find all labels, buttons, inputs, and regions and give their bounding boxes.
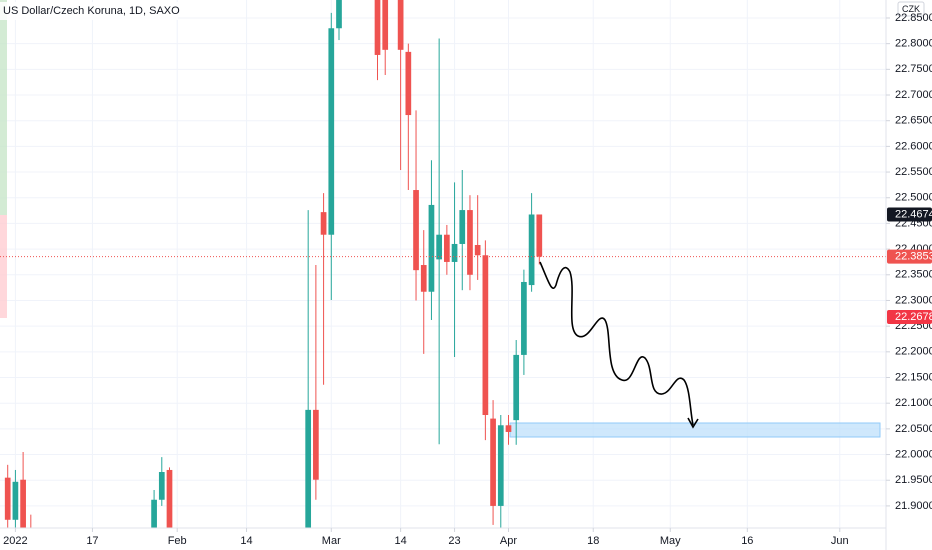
x-tick-label: 17 xyxy=(86,535,98,547)
candle-body xyxy=(451,243,458,262)
y-tick-label: 22.7000 xyxy=(895,89,932,101)
y-tick-label: 22.0500 xyxy=(895,423,932,435)
y-tick-label: 22.0000 xyxy=(895,448,932,460)
candle-body xyxy=(467,210,473,275)
price-marker-label: 22.3853 xyxy=(895,251,932,263)
y-tick-label: 22.8500 xyxy=(895,12,932,24)
y-tick-label: 22.5000 xyxy=(895,192,932,204)
candle-body xyxy=(313,409,319,480)
y-tick-label: 22.5500 xyxy=(895,166,932,178)
candle-body xyxy=(536,214,543,257)
plot xyxy=(0,0,886,528)
x-tick-label: 2022 xyxy=(3,535,27,547)
candle-body xyxy=(459,210,466,244)
y-tick-label: 22.6500 xyxy=(895,115,932,127)
candle-body xyxy=(336,0,342,29)
x-tick-label: Jun xyxy=(831,535,849,547)
range-shade-up xyxy=(0,0,7,215)
candle-body xyxy=(374,0,381,55)
y-tick-label: 22.8000 xyxy=(895,38,932,50)
y-tick-label: 22.3000 xyxy=(895,294,932,306)
candle-body xyxy=(4,477,11,520)
candle-body xyxy=(528,214,535,286)
y-tick-label: 21.9000 xyxy=(895,500,932,512)
currency-box xyxy=(897,1,925,17)
range-shade-down xyxy=(0,215,7,318)
x-tick-label: 14 xyxy=(240,535,252,547)
candle-body xyxy=(320,212,327,235)
candle-body xyxy=(497,425,504,506)
x-tick-label: Feb xyxy=(168,535,187,547)
title-bg xyxy=(0,2,178,20)
currency-label: CZK xyxy=(902,4,920,14)
candle-body xyxy=(428,204,435,292)
candle-body xyxy=(505,425,512,432)
candle-body xyxy=(397,0,404,50)
candle-body xyxy=(382,0,389,50)
y-tick-label: 22.3500 xyxy=(895,269,932,281)
candle-body xyxy=(490,418,496,506)
y-tick-label: 22.6000 xyxy=(895,140,932,152)
candle-body xyxy=(405,51,412,116)
y-tick-label: 22.7500 xyxy=(895,63,932,75)
candle-body xyxy=(12,481,19,520)
x-tick-label: May xyxy=(660,535,681,547)
price-marker-box xyxy=(887,249,932,264)
drawn-arrowhead xyxy=(687,417,699,429)
y-tick-label: 22.1500 xyxy=(895,371,932,383)
candle-body xyxy=(328,28,335,235)
candle-body xyxy=(158,472,165,500)
price-marker-label: 22.4674 xyxy=(895,208,932,220)
x-tick-label: 14 xyxy=(395,535,407,547)
x-tick-label: 18 xyxy=(587,535,599,547)
candle-body xyxy=(413,190,419,271)
y-tick-label: 22.2000 xyxy=(895,346,932,358)
x-tick-label: 23 xyxy=(448,535,460,547)
grid xyxy=(0,0,886,528)
x-tick-label: 16 xyxy=(741,535,753,547)
candle-body xyxy=(305,409,312,528)
candle-body xyxy=(166,469,173,528)
candle-body xyxy=(20,479,26,528)
price-marker-label: 22.2678 xyxy=(895,311,932,323)
price-marker-box xyxy=(887,207,932,222)
candle-body xyxy=(151,499,157,528)
candle-body xyxy=(444,234,450,262)
candle-body xyxy=(420,265,427,292)
candle-body xyxy=(482,255,489,416)
candle-body xyxy=(513,354,520,421)
candle-body xyxy=(474,244,481,256)
y-tick-label: 21.9500 xyxy=(895,474,932,486)
y-tick-label: 22.1000 xyxy=(895,397,932,409)
candle-body xyxy=(521,281,527,355)
candle-body xyxy=(436,234,442,260)
chart-title: US Dollar/Czech Koruna, 1D, SAXO xyxy=(3,5,180,17)
drawn-path xyxy=(539,261,694,426)
price-marker-box xyxy=(887,310,932,325)
x-tick-label: Apr xyxy=(500,535,517,547)
x-tick-label: Mar xyxy=(322,535,341,547)
